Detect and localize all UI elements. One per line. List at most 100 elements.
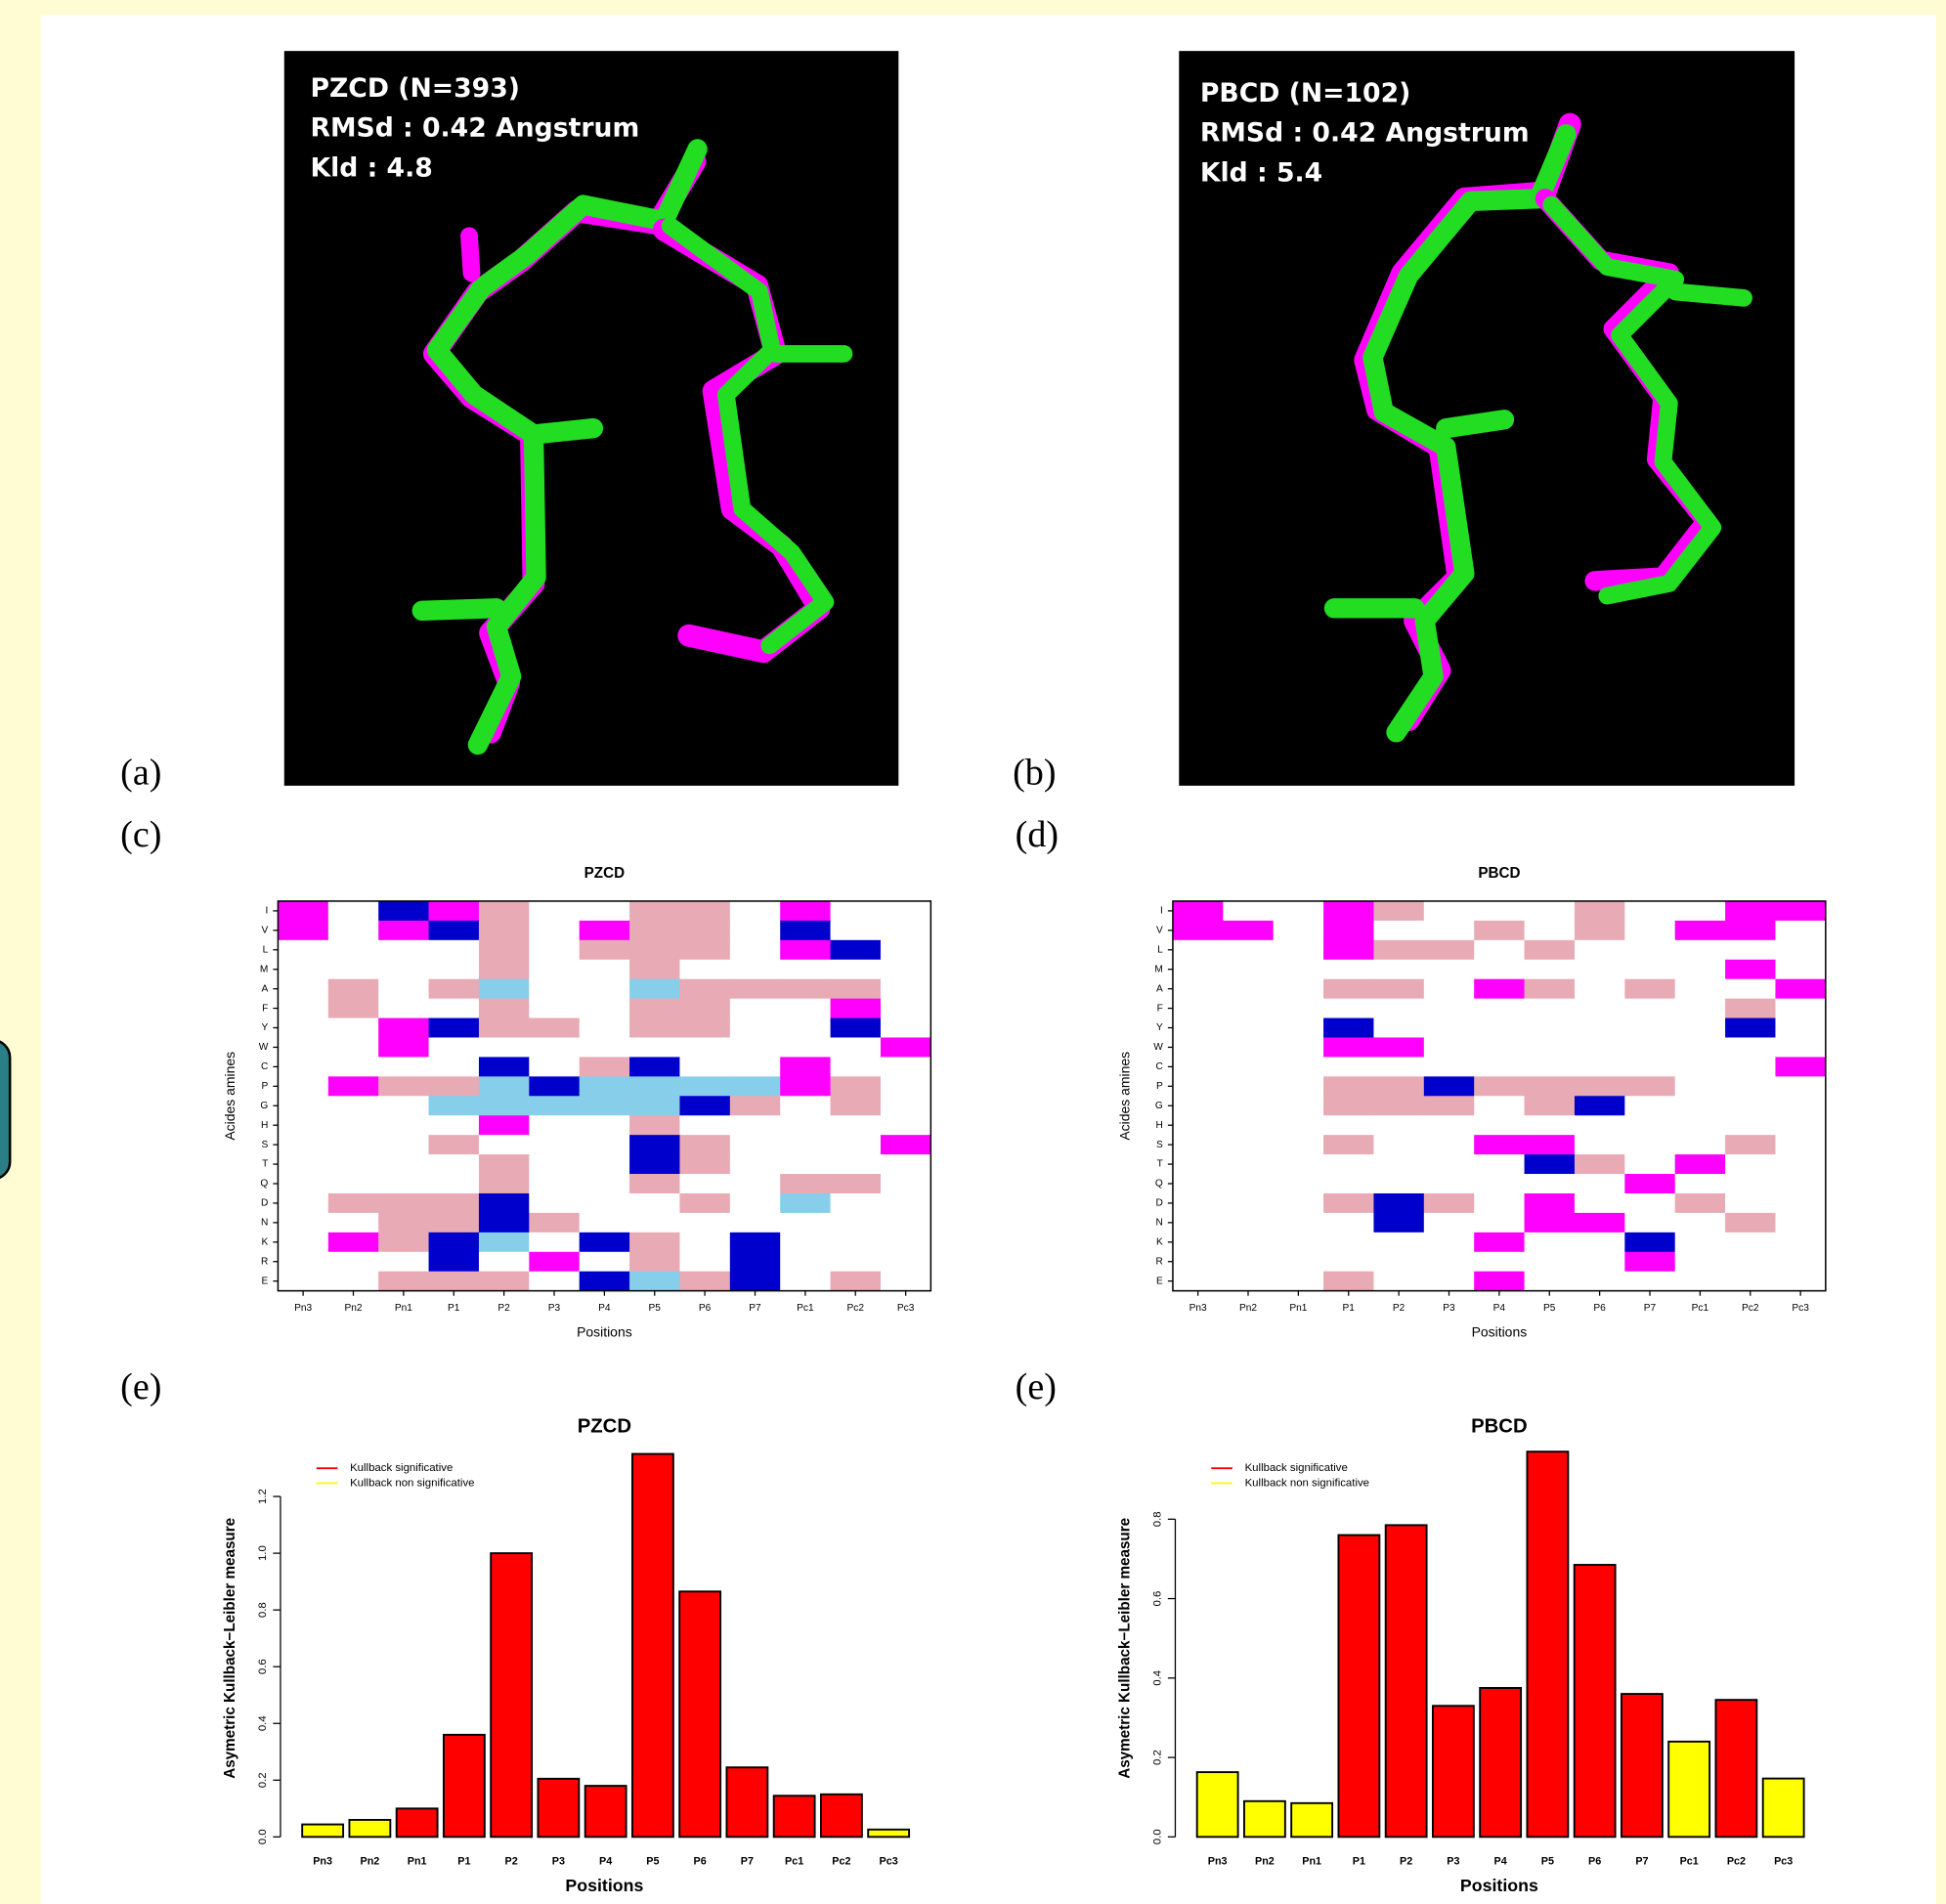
heatmap-cell bbox=[629, 1154, 680, 1174]
heatmap-cell bbox=[429, 1018, 480, 1038]
heatmap-cell bbox=[1424, 1174, 1475, 1193]
figure: PZCD (N=393) RMSd : 0.42 Angstrum Kld : … bbox=[0, 0, 1946, 1904]
side-tab[interactable] bbox=[0, 1040, 10, 1179]
structure-caption: Kld : 5.4 bbox=[1200, 157, 1322, 188]
heatmap-cell bbox=[1424, 1213, 1475, 1233]
y-tick-label: L bbox=[263, 944, 269, 955]
heatmap-cell bbox=[1274, 1193, 1324, 1213]
bar bbox=[1622, 1694, 1663, 1837]
heatmap-cell bbox=[378, 1076, 429, 1096]
heatmap-cell bbox=[1173, 1037, 1224, 1057]
x-tick-label: Pc1 bbox=[797, 1303, 814, 1314]
heatmap-cell bbox=[529, 1193, 580, 1213]
heatmap-cell bbox=[1675, 999, 1726, 1018]
bar bbox=[1244, 1801, 1285, 1838]
heatmap-cell bbox=[629, 999, 680, 1018]
heatmap-cell bbox=[378, 1037, 429, 1057]
x-tick-label: P5 bbox=[1541, 1856, 1554, 1868]
heatmap-cell bbox=[1223, 940, 1274, 960]
y-tick-label: C bbox=[1155, 1061, 1162, 1072]
heatmap-cell bbox=[629, 1115, 680, 1135]
y-axis-label: Asymetric Kullback−Leibler measure bbox=[1117, 1518, 1134, 1779]
bar bbox=[444, 1735, 485, 1837]
heatmap-cell bbox=[831, 1018, 882, 1038]
heatmap-cell bbox=[679, 1272, 730, 1291]
heatmap-cell bbox=[1474, 1252, 1525, 1272]
heatmap-cell bbox=[278, 1037, 328, 1057]
heatmap-cell bbox=[1474, 940, 1525, 960]
x-tick-label: P3 bbox=[1443, 1303, 1455, 1314]
heatmap-cell bbox=[1675, 1096, 1726, 1115]
heatmap-cell bbox=[1223, 1037, 1274, 1057]
heatmap-cell bbox=[1675, 979, 1726, 999]
heatmap-cell bbox=[1424, 960, 1475, 979]
heatmap-cell bbox=[780, 1272, 831, 1291]
heatmap-cell bbox=[429, 1076, 480, 1096]
y-tick-label: 0.8 bbox=[1152, 1511, 1164, 1527]
heatmap-cell bbox=[1323, 1154, 1374, 1174]
heatmap-cell bbox=[1424, 1076, 1475, 1096]
heatmap-cell bbox=[679, 979, 730, 999]
y-tick-label: P bbox=[1156, 1081, 1163, 1092]
heatmap-cell bbox=[1675, 1233, 1726, 1252]
heatmap-cell bbox=[730, 1037, 781, 1057]
heatmap-cell bbox=[429, 1193, 480, 1213]
heatmap-cell bbox=[580, 921, 630, 940]
side-chain bbox=[1446, 419, 1504, 428]
heatmap-cell bbox=[1274, 1037, 1324, 1057]
heatmap-cell bbox=[1323, 921, 1374, 940]
heatmap-cell bbox=[580, 1115, 630, 1135]
heatmap-cell bbox=[1575, 940, 1625, 960]
heatmap-cell bbox=[1424, 1154, 1475, 1174]
structure-caption: RMSd : 0.42 Angstrum bbox=[310, 113, 639, 144]
heatmap-cell bbox=[1775, 1096, 1826, 1115]
heatmap-cell bbox=[881, 940, 931, 960]
heatmap-cell bbox=[679, 1213, 730, 1233]
y-tick-label: C bbox=[261, 1061, 268, 1072]
heatmap-cell bbox=[328, 901, 379, 921]
heatmap-cell bbox=[1274, 1115, 1324, 1135]
bar bbox=[1527, 1451, 1568, 1837]
heatmap-cell bbox=[1323, 1037, 1374, 1057]
y-axis-label: Asymetric Kullback−Leibler measure bbox=[222, 1518, 238, 1779]
heatmap-cell bbox=[479, 1193, 530, 1213]
heatmap-cell bbox=[1575, 1174, 1625, 1193]
heatmap-cell bbox=[328, 1174, 379, 1193]
heatmap-cell bbox=[629, 1213, 680, 1233]
x-axis-label: Positions bbox=[1460, 1876, 1538, 1895]
heatmap-cell bbox=[378, 1096, 429, 1115]
heatmap-cell bbox=[730, 1154, 781, 1174]
heatmap-cell bbox=[1725, 1018, 1776, 1038]
heatmap-cell bbox=[328, 979, 379, 999]
heatmap-cell bbox=[1323, 1096, 1374, 1115]
heatmap-cell bbox=[429, 999, 480, 1018]
heatmap-cell bbox=[1223, 1233, 1274, 1252]
heatmap-cell bbox=[1323, 901, 1374, 921]
x-tick-label: Pn2 bbox=[1255, 1856, 1275, 1868]
heatmap-cell bbox=[1775, 1018, 1826, 1038]
heatmap-cell bbox=[881, 901, 931, 921]
heatmap-cell bbox=[580, 960, 630, 979]
y-tick-label: R bbox=[1155, 1256, 1162, 1267]
heatmap-cell bbox=[1624, 1018, 1675, 1038]
heatmap-cell bbox=[629, 1272, 680, 1291]
y-tick-label: F bbox=[262, 1003, 268, 1014]
heatmap-cell bbox=[1323, 1115, 1374, 1135]
y-tick-label: Y bbox=[1156, 1022, 1163, 1033]
heatmap-cell bbox=[529, 1154, 580, 1174]
side-chain bbox=[422, 608, 497, 611]
y-tick-label: F bbox=[1157, 1003, 1163, 1014]
heatmap-cell bbox=[1624, 1037, 1675, 1057]
y-tick-label: T bbox=[1157, 1159, 1163, 1170]
heatmap-cell bbox=[629, 1096, 680, 1115]
heatmap-cell bbox=[1373, 1174, 1424, 1193]
x-tick-label: P4 bbox=[598, 1303, 611, 1314]
heatmap-cell bbox=[1424, 1096, 1475, 1115]
y-tick-label: I bbox=[1160, 906, 1163, 917]
heatmap-cell bbox=[1675, 1018, 1726, 1038]
heatmap-cell bbox=[529, 999, 580, 1018]
heatmap-cell bbox=[780, 1037, 831, 1057]
y-tick-label: H bbox=[261, 1120, 268, 1131]
heatmap-cell bbox=[378, 1174, 429, 1193]
heatmap-cell bbox=[328, 1272, 379, 1291]
